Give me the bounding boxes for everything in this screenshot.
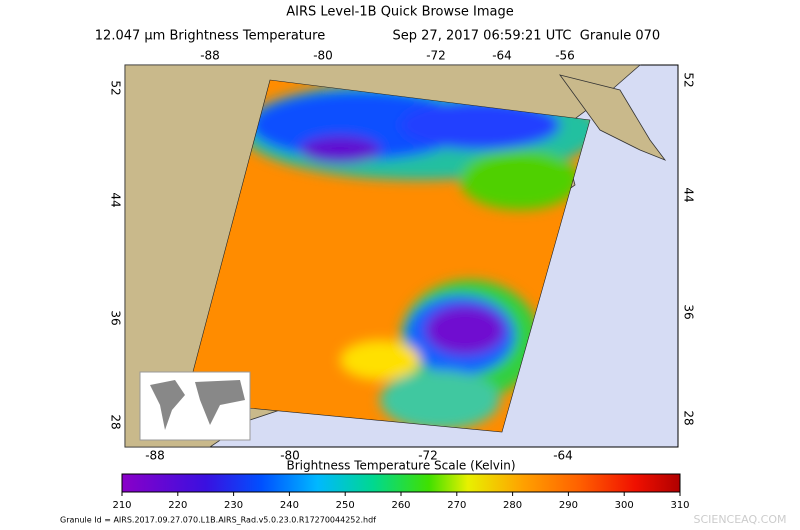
time: Sep 27, 2017 06:59:21 UTC bbox=[393, 29, 572, 44]
colorbar bbox=[121, 473, 681, 493]
latitude-label: 28 bbox=[682, 410, 696, 425]
colorbar-tick-label: 240 bbox=[280, 500, 299, 511]
longitude-label: -72 bbox=[426, 49, 446, 63]
colorbar-tick-label: 300 bbox=[615, 500, 634, 511]
colorbar-tick-label: 230 bbox=[224, 500, 243, 511]
longitude-label: -88 bbox=[200, 49, 220, 63]
longitude-label: -64 bbox=[492, 49, 512, 63]
latitude-label: 28 bbox=[109, 414, 123, 429]
longitude-label: -88 bbox=[145, 449, 165, 463]
longitude-label: -64 bbox=[553, 449, 573, 463]
colorbar-tick-label: 310 bbox=[670, 500, 689, 511]
latitude-label: 44 bbox=[682, 187, 696, 202]
colorbar-tick-label: 280 bbox=[503, 500, 522, 511]
latitude-label: 44 bbox=[109, 192, 123, 207]
longitude-label: -80 bbox=[280, 449, 300, 463]
granule: Granule 070 bbox=[580, 29, 660, 44]
colorbar-tick-label: 220 bbox=[168, 500, 187, 511]
swath-outline bbox=[184, 79, 591, 433]
colorbar-title: Brightness Temperature Scale (Kelvin) bbox=[286, 459, 515, 473]
granule-id: Granule Id = AIRS.2017.09.27.070.L1B.AIR… bbox=[60, 516, 376, 525]
land bbox=[559, 74, 667, 161]
longitude-label: -56 bbox=[555, 49, 575, 63]
colorbar-tick-label: 250 bbox=[336, 500, 355, 511]
longitude-label: -72 bbox=[418, 449, 438, 463]
inset-land bbox=[150, 380, 245, 430]
watermark: SCIENCEAQ.COM bbox=[693, 513, 786, 526]
latitude-label: 52 bbox=[682, 72, 696, 87]
colorbar-tick-label: 210 bbox=[112, 500, 131, 511]
latitude-label: 36 bbox=[682, 304, 696, 319]
title: AIRS Level-1B Quick Browse Image bbox=[286, 5, 514, 20]
latitude-label: 52 bbox=[109, 80, 123, 95]
colorbar-tick-label: 260 bbox=[391, 500, 410, 511]
variable: 12.047 µm Brightness Temperature bbox=[95, 29, 325, 44]
map bbox=[124, 64, 679, 448]
longitude-label: -80 bbox=[313, 49, 333, 63]
colorbar-tick-label: 270 bbox=[447, 500, 466, 511]
colorbar-tick-label: 290 bbox=[559, 500, 578, 511]
latitude-label: 36 bbox=[109, 310, 123, 325]
